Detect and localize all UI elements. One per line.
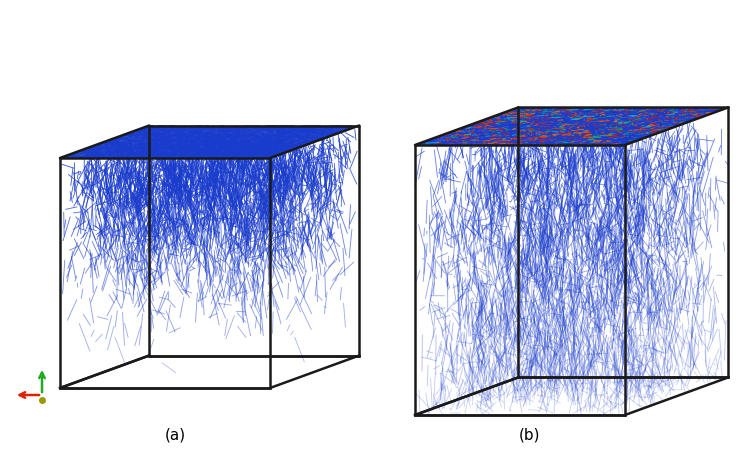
Text: (a): (a) [165, 428, 186, 442]
Polygon shape [415, 108, 729, 145]
Text: (b): (b) [519, 428, 541, 442]
Polygon shape [60, 126, 359, 158]
